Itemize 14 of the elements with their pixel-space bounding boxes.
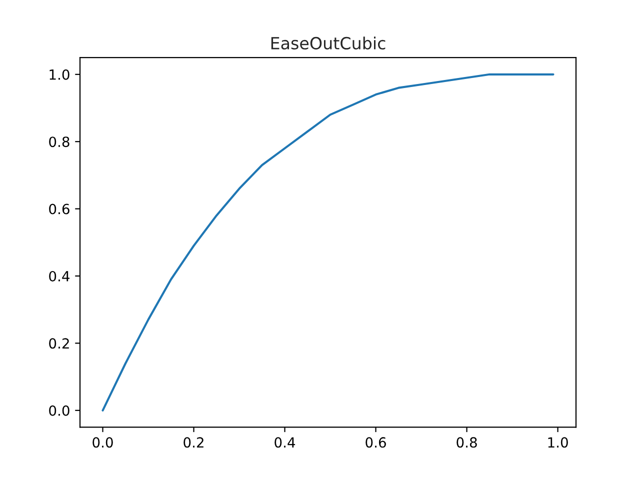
chart-title: EaseOutCubic bbox=[271, 36, 386, 50]
y-tick-label: 0.2 bbox=[49, 338, 69, 349]
x-tick-label: 0.0 bbox=[92, 437, 113, 448]
x-tick-label: 1.0 bbox=[548, 437, 568, 448]
x-tick-label: 0.2 bbox=[184, 437, 204, 448]
y-tick-label: 0.0 bbox=[49, 405, 70, 416]
x-tick-label: 0.6 bbox=[366, 437, 386, 448]
x-tick-label: 0.4 bbox=[274, 437, 296, 448]
y-tick-label: 0.8 bbox=[49, 136, 70, 148]
y-tick-label: 0.4 bbox=[49, 270, 70, 282]
line-series bbox=[102, 73, 554, 412]
x-tick-label: 0.8 bbox=[456, 437, 477, 448]
y-tick-label: 1.0 bbox=[50, 69, 70, 80]
y-tick-label: 0.6 bbox=[49, 204, 70, 214]
